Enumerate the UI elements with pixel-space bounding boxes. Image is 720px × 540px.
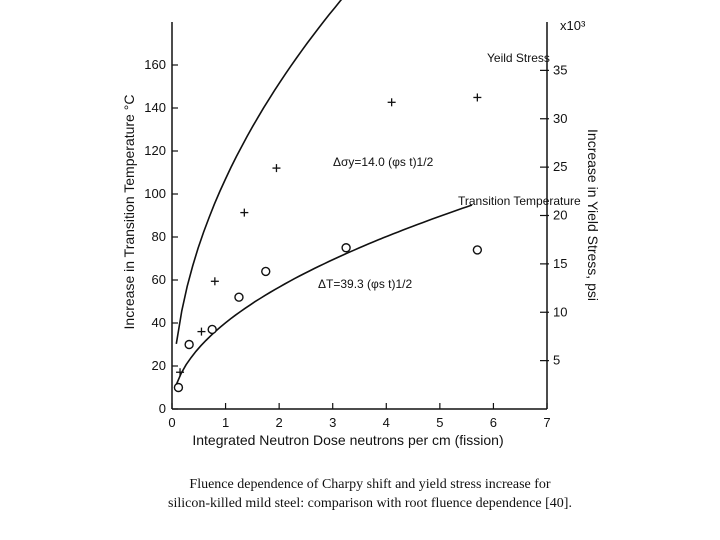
x-axis-title: Integrated Neutron Dose neutrons per cm … [192,432,503,448]
yield-stress-point [240,208,249,217]
x-tick-label: 2 [276,415,283,430]
transition-temperature-point [472,245,483,255]
fit-curve-yeild-stress [175,0,343,345]
axis-ticks: 0 1 2 3 4 5 6 7 0 20 40 60 80 100 120 140 160 5 10 15 20 25 30… [144,57,567,430]
series-label-transition-temperature: Transition Temperature [458,194,581,208]
yield-stress-point [387,98,396,107]
y2-tick-label: 35 [553,62,567,77]
transition-temperature-point [261,266,271,277]
chart: 0 1 2 3 4 5 6 7 0 20 40 60 80 100 120 140 160 5 10 15 20 25 30… [121,0,601,448]
y2-axis-title: Increase in Yield Stress, psi [585,129,601,301]
transition-temperature-point [341,243,351,253]
transition-temperature-point [207,324,217,335]
yield-stress-point [473,93,482,102]
yield-stress-point [197,327,206,336]
y-tick-label: 20 [152,358,166,373]
data-points [173,93,483,393]
fit-label-yield-stress: Δσy=14.0 (φs t)1/2 [333,155,434,169]
y-tick-label: 140 [144,100,166,115]
transition-temperature-point [234,292,244,302]
y2-tick-label: 10 [553,304,567,319]
y2-tick-label: 30 [553,111,567,126]
caption-line-1: Fluence dependence of Charpy shift and y… [189,477,551,492]
y-tick-label: 160 [144,57,166,72]
x-tick-label: 6 [490,415,497,430]
fit-label-transition-temperature: ΔT=39.3 (φs t)1/2 [318,277,412,291]
y2-tick-label: 20 [553,208,567,223]
y-axis-title: Increase in Transition Temperature °C [121,95,137,330]
fit-curve-transition-temperature [175,204,473,385]
y-tick-label: 40 [152,315,166,330]
x-tick-label: 3 [329,415,336,430]
transition-temperature-point [184,339,194,350]
caption-line-2: silicon-killed mild steel: comparison wi… [168,496,572,511]
series-label-yield-stress: Yeild Stress [487,51,550,65]
y-tick-label: 60 [152,272,166,287]
yield-stress-point [272,164,281,173]
transition-temperature-point [173,382,184,393]
x-tick-label: 4 [383,415,390,430]
yield-stress-point [176,368,185,377]
x-tick-label: 7 [543,415,550,430]
x-tick-label: 5 [436,415,443,430]
figure-caption: Fluence dependence of Charpy shift and y… [120,475,620,513]
x-tick-label: 1 [222,415,229,430]
y2-tick-label: 25 [553,159,567,174]
y-tick-label: 0 [159,401,166,416]
y-tick-label: 80 [152,229,166,244]
y2-tick-label: 5 [553,353,560,368]
x-tick-label: 0 [168,415,175,430]
yield-stress-point [210,277,219,286]
y-tick-label: 100 [144,186,166,201]
y2-tick-label: 15 [553,256,567,271]
y2-multiplier: x10³ [560,18,586,33]
fit-curves [175,0,473,385]
y-tick-label: 120 [144,143,166,158]
plot-frame [171,22,548,410]
